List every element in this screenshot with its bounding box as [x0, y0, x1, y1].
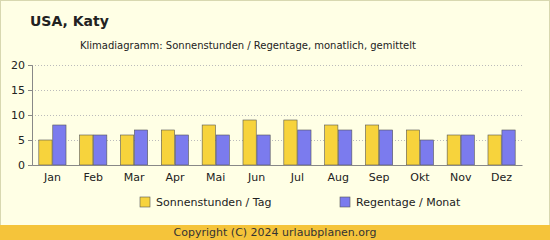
legend-swatch: [340, 197, 350, 207]
x-tick: Dez: [491, 165, 512, 184]
bar: [257, 135, 270, 165]
x-tick: Aug: [328, 165, 349, 184]
bar: [365, 125, 378, 165]
bar: [379, 130, 392, 165]
bar: [175, 135, 188, 165]
x-tick: Nov: [450, 165, 472, 184]
bar-series: [39, 120, 501, 165]
bar: [202, 125, 215, 165]
x-tick-label: Mar: [124, 171, 145, 184]
legend-label: Sonnenstunden / Tag: [156, 196, 271, 209]
y-tick: 10: [11, 109, 32, 122]
y-tick-label: 0: [18, 159, 25, 172]
y-tick-label: 10: [11, 109, 25, 122]
bars: [39, 120, 515, 165]
bar: [298, 130, 311, 165]
bar: [134, 130, 147, 165]
x-tick: Jul: [290, 165, 304, 184]
bar: [447, 135, 460, 165]
grid-line: [32, 165, 522, 166]
bar-series: [53, 125, 515, 165]
bar: [243, 120, 256, 165]
bar: [216, 135, 229, 165]
legend-swatch: [140, 197, 150, 207]
x-tick: Sep: [369, 165, 390, 184]
x-tick: Jan: [43, 165, 61, 184]
x-tick-label: Sep: [369, 171, 390, 184]
bar: [339, 130, 352, 165]
y-axis: 0 5 10 15 20: [11, 59, 33, 172]
bar: [53, 125, 66, 165]
y-tick-mark: [28, 115, 32, 116]
x-tick-label: Mai: [206, 171, 225, 184]
footer-band: [0, 225, 550, 240]
bar: [406, 130, 419, 165]
x-tick: Mai: [206, 165, 225, 184]
x-tick-label: Nov: [450, 171, 472, 184]
legend: Sonnenstunden / Tag Regentage / Monat: [140, 196, 461, 209]
x-tick: Okt: [410, 165, 430, 184]
bar: [120, 135, 133, 165]
bar: [80, 135, 93, 165]
bar: [284, 120, 297, 165]
x-tick-label: Jul: [290, 171, 304, 184]
grid-line: [32, 65, 522, 66]
x-tick: Jun: [247, 165, 265, 184]
x-tick-label: Aug: [328, 171, 349, 184]
grid-line: [32, 90, 522, 91]
bar: [161, 130, 174, 165]
legend-label: Regentage / Monat: [356, 196, 461, 209]
y-tick: 20: [11, 59, 32, 72]
x-tick: Feb: [84, 165, 103, 184]
y-tick-label: 5: [18, 134, 25, 147]
x-tick-label: Dez: [491, 171, 512, 184]
y-axis-line: [28, 66, 33, 166]
x-tick-label: Apr: [165, 171, 185, 184]
x-tick-label: Feb: [84, 171, 103, 184]
y-tick: 0: [18, 159, 32, 172]
bar: [461, 135, 474, 165]
y-tick-mark: [28, 65, 32, 66]
y-tick: 15: [11, 84, 32, 97]
footer-text: Copyright (C) 2024 urlaubplanen.org: [174, 226, 377, 239]
x-tick-label: Okt: [410, 171, 430, 184]
y-tick: 5: [18, 134, 32, 147]
x-tick: Mar: [124, 165, 145, 184]
bar: [39, 140, 52, 165]
title: USA, Katy: [30, 13, 109, 29]
x-axis: Jan Feb Mar Apr Mai Jun Jul Aug Sep Okt Nov Dez: [33, 165, 523, 184]
bar: [420, 140, 433, 165]
background: [1, 1, 550, 240]
x-axis-line: [33, 165, 523, 166]
x-tick-label: Jun: [247, 171, 265, 184]
y-tick-mark: [28, 165, 32, 166]
y-tick-label: 15: [11, 84, 25, 97]
grid-line: [32, 115, 522, 116]
subtitle: Klimadiagramm: Sonnenstunden / Regentage…: [80, 40, 416, 51]
x-tick-label: Jan: [43, 171, 61, 184]
bar: [325, 125, 338, 165]
bar: [94, 135, 107, 165]
x-tick: Apr: [165, 165, 185, 184]
y-tick-mark: [28, 140, 32, 141]
y-tick-mark: [28, 90, 32, 91]
chart: USA, Katy Klimadiagramm: Sonnenstunden / …: [0, 0, 550, 240]
grid: [32, 66, 522, 166]
y-tick-label: 20: [11, 59, 25, 72]
bar: [488, 135, 501, 165]
bar: [502, 130, 515, 165]
